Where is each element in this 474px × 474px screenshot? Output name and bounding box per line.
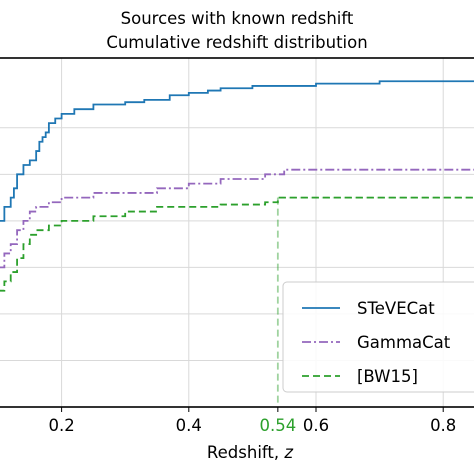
- plot-frame: [0, 57, 474, 408]
- series-line-2: [0, 196, 474, 292]
- grid-layer: [0, 58, 474, 407]
- x-axis-label-text: Redshift,: [207, 443, 284, 462]
- x-tick-label: 0.6: [303, 416, 329, 435]
- series-line-0: [0, 80, 474, 222]
- x-tick-label: 0.4: [176, 416, 202, 435]
- x-axis-label-variable: z: [283, 443, 293, 462]
- series-line-1: [0, 168, 474, 269]
- x-tick-label: 0.2: [48, 416, 74, 435]
- x-tick-label: 0.8: [430, 416, 456, 435]
- tick-layer: 0.2 0.4 0.6 0.8 0.54: [48, 407, 456, 435]
- legend-label-1: GammaCat: [357, 333, 451, 352]
- legend: STeVECat GammaCat [BW15]: [282, 281, 474, 393]
- legend-box: [282, 281, 474, 393]
- marker-tick-label: 0.54: [259, 416, 296, 435]
- chart-title-line-1: Sources with known redshift: [121, 9, 354, 28]
- x-axis-label: Redshift, z: [207, 443, 293, 462]
- legend-label-0: STeVECat: [357, 299, 435, 318]
- chart-title-line-2: Cumulative redshift distribution: [106, 33, 367, 52]
- legend-label-2: [BW15]: [357, 367, 418, 386]
- data-layer: [0, 80, 474, 407]
